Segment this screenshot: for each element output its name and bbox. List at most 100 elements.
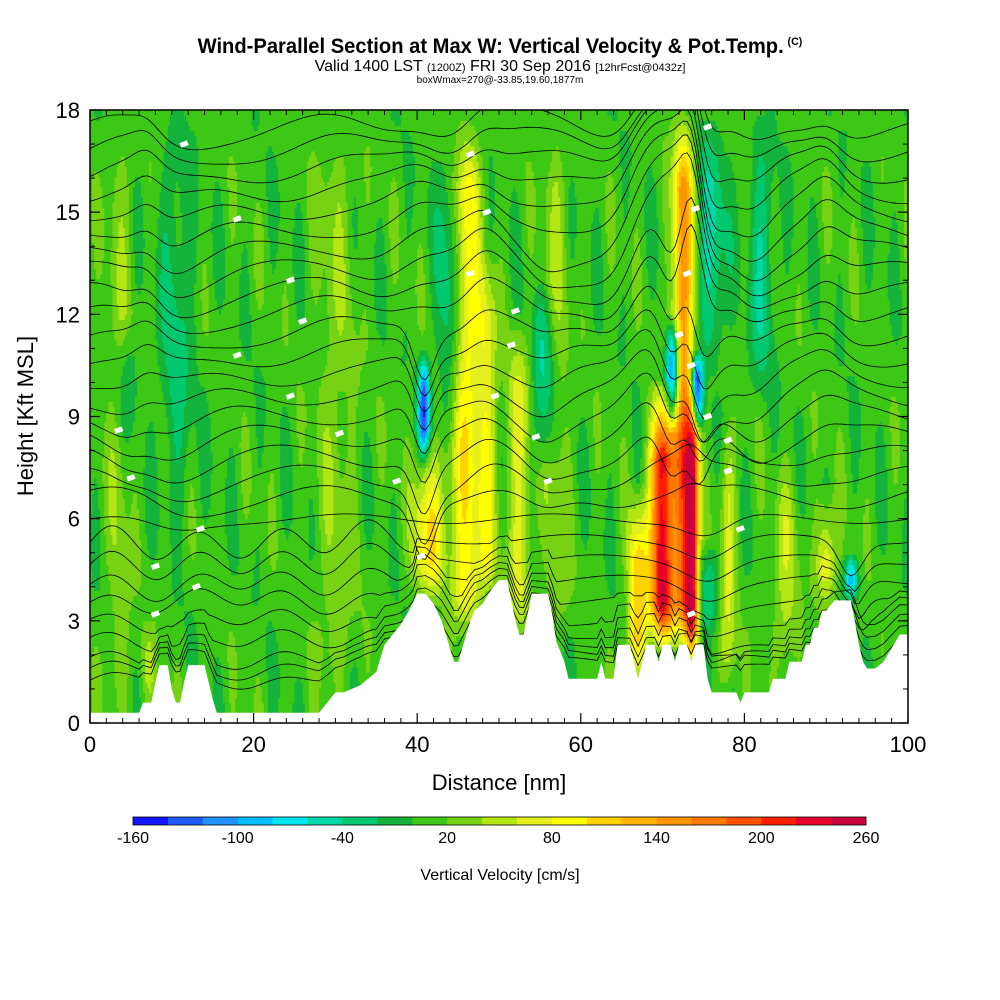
velocity-cell <box>98 396 101 402</box>
velocity-cell <box>98 539 101 545</box>
velocity-cell <box>118 442 122 448</box>
velocity-cell <box>118 324 122 331</box>
velocity-cell <box>94 396 97 402</box>
velocity-cell <box>96 150 99 157</box>
velocity-cell <box>118 549 122 556</box>
velocity-cell <box>110 196 114 203</box>
velocity-cell <box>110 508 114 515</box>
velocity-cell <box>90 396 93 402</box>
velocity-cell <box>98 350 101 356</box>
velocity-cell <box>118 498 122 504</box>
velocity-cell <box>112 620 116 627</box>
velocity-cell <box>102 191 105 198</box>
velocity-cell <box>92 339 95 346</box>
velocity-cell <box>92 375 95 382</box>
velocity-cell <box>118 605 122 612</box>
velocity-cell <box>102 641 105 647</box>
velocity-cell <box>112 283 116 290</box>
velocity-cell <box>94 615 97 622</box>
velocity-cell <box>110 390 114 397</box>
velocity-cell <box>96 625 99 632</box>
velocity-cell <box>94 528 97 535</box>
velocity-cell <box>104 329 107 336</box>
velocity-cell <box>94 477 97 484</box>
velocity-cell <box>110 324 114 331</box>
velocity-cell <box>108 462 112 469</box>
velocity-cell <box>100 396 103 402</box>
velocity-cell <box>92 242 95 249</box>
velocity-cell <box>102 237 105 244</box>
velocity-cell <box>102 253 105 259</box>
velocity-cell <box>90 559 93 566</box>
velocity-cell <box>96 503 99 510</box>
velocity-cell <box>104 498 107 504</box>
velocity-cell <box>98 181 101 188</box>
velocity-cell <box>116 273 120 280</box>
velocity-cell <box>118 176 122 183</box>
velocity-cell <box>98 442 101 448</box>
velocity-cell <box>90 421 93 428</box>
velocity-cell <box>114 508 118 515</box>
velocity-cell <box>114 324 118 331</box>
velocity-cell <box>100 569 103 576</box>
velocity-cell <box>98 656 101 663</box>
velocity-cell <box>110 355 114 361</box>
velocity-cell <box>116 574 120 581</box>
velocity-cell <box>106 631 110 637</box>
velocity-cell <box>114 554 118 561</box>
velocity-cell <box>106 436 110 443</box>
velocity-cell <box>98 283 101 290</box>
velocity-cell <box>112 508 116 515</box>
velocity-cell <box>114 620 118 627</box>
velocity-cell <box>112 150 116 157</box>
velocity-cell <box>94 625 97 632</box>
velocity-cell <box>92 161 95 167</box>
velocity-cell <box>104 442 107 448</box>
velocity-cell <box>114 375 118 382</box>
velocity-cell <box>110 498 114 504</box>
velocity-cell <box>106 544 110 550</box>
velocity-cell <box>108 196 112 203</box>
velocity-cell <box>94 319 97 326</box>
velocity-cell <box>92 130 95 137</box>
velocity-cell <box>108 539 112 545</box>
velocity-cell <box>100 625 103 632</box>
velocity-cell <box>96 350 99 356</box>
velocity-cell <box>108 488 112 494</box>
velocity-cell <box>104 605 107 612</box>
velocity-cell <box>106 498 110 504</box>
velocity-cell <box>110 646 114 653</box>
velocity-cell <box>96 181 99 188</box>
velocity-cell <box>96 549 99 556</box>
velocity-cell <box>112 462 116 469</box>
velocity-cell <box>118 620 122 627</box>
velocity-cell <box>110 544 114 550</box>
velocity-cell <box>94 559 97 566</box>
velocity-cell <box>108 145 112 152</box>
velocity-cell <box>90 533 93 540</box>
velocity-cell <box>98 447 101 453</box>
velocity-cell <box>112 666 116 673</box>
velocity-cell <box>94 334 97 341</box>
velocity-cell <box>108 482 112 489</box>
velocity-cell <box>96 467 99 474</box>
velocity-cell <box>110 656 114 663</box>
velocity-cell <box>104 682 107 688</box>
velocity-cell <box>106 324 110 331</box>
velocity-cell <box>112 232 116 239</box>
velocity-cell <box>98 707 101 714</box>
velocity-cell <box>96 176 99 183</box>
velocity-cell <box>110 319 114 326</box>
velocity-cell <box>96 559 99 566</box>
velocity-cell <box>102 513 105 520</box>
velocity-cell <box>118 559 122 566</box>
velocity-cell <box>110 227 114 234</box>
velocity-cell <box>106 380 110 387</box>
velocity-cell <box>112 176 116 183</box>
velocity-cell <box>90 569 93 576</box>
velocity-cell <box>92 365 95 372</box>
velocity-cell <box>106 350 110 356</box>
velocity-cell <box>100 615 103 622</box>
velocity-cell <box>104 324 107 331</box>
